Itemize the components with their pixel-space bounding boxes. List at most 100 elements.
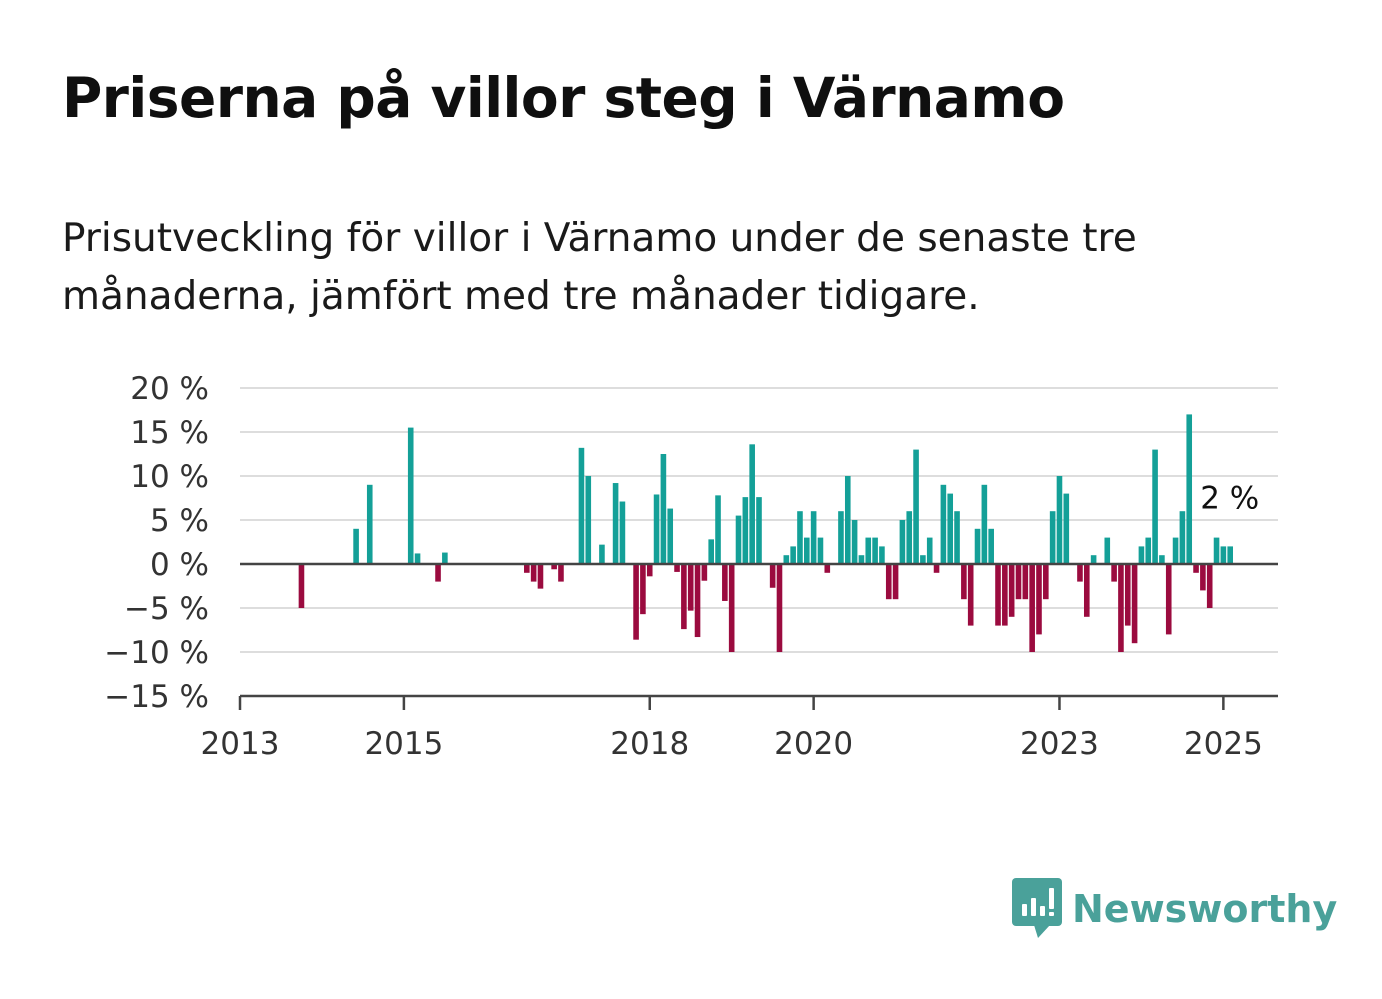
chart-title: Priserna på villor steg i Värnamo — [62, 66, 1065, 130]
bar — [708, 539, 714, 564]
bar — [578, 447, 585, 564]
bar — [1186, 414, 1193, 564]
bar — [1200, 564, 1206, 591]
bar — [844, 476, 851, 564]
bar — [1083, 564, 1090, 617]
bar — [1036, 564, 1042, 635]
bar — [1008, 564, 1015, 617]
bar — [619, 501, 626, 564]
y-tick-label: −10 % — [104, 635, 209, 671]
bar — [530, 564, 537, 582]
bar — [435, 564, 441, 582]
bar — [1193, 564, 1199, 573]
bar — [1165, 564, 1172, 635]
bar — [537, 564, 544, 589]
bar — [366, 484, 373, 564]
bar — [933, 564, 940, 573]
bar — [742, 497, 749, 564]
bar — [728, 564, 735, 652]
bar — [865, 537, 872, 564]
bar — [1029, 564, 1035, 652]
bar — [906, 511, 913, 564]
bar — [797, 511, 803, 564]
bar — [1124, 564, 1131, 626]
x-tick-label: 2015 — [364, 726, 443, 762]
bar — [667, 508, 674, 564]
bar — [974, 528, 981, 564]
bar — [640, 564, 646, 615]
bar — [524, 564, 530, 573]
bar — [701, 564, 708, 581]
bar — [961, 564, 967, 600]
y-tick-label: 20 % — [130, 371, 209, 407]
bar — [981, 484, 988, 564]
bar — [1145, 537, 1152, 564]
x-tick-label: 2013 — [201, 726, 280, 762]
brand-name: Newsworthy — [1072, 887, 1338, 931]
bar — [892, 564, 899, 600]
bar — [1043, 564, 1049, 600]
bar — [995, 564, 1001, 626]
newsworthy-logo: Newsworthy — [1012, 878, 1337, 940]
bar — [940, 484, 947, 564]
bar — [926, 537, 933, 564]
y-tick-label: 15 % — [130, 415, 209, 451]
bar — [558, 564, 564, 582]
bar — [1022, 564, 1029, 600]
bar — [687, 564, 694, 611]
bar — [1077, 564, 1083, 582]
bar — [612, 483, 619, 564]
bar — [633, 564, 639, 640]
x-tick-label: 2023 — [1020, 726, 1099, 762]
bar — [851, 520, 858, 564]
bar — [414, 553, 421, 564]
bar — [1063, 493, 1070, 564]
bar — [722, 564, 728, 601]
bar — [954, 511, 960, 564]
bar — [1172, 537, 1179, 564]
bar — [1179, 511, 1186, 564]
bar — [646, 564, 653, 577]
x-tick-label: 2018 — [610, 726, 689, 762]
last-value-annotation: 2 % — [1200, 480, 1259, 516]
bar — [749, 444, 755, 564]
y-tick-label: −15 % — [104, 679, 209, 715]
bar — [735, 515, 742, 564]
bar — [1111, 564, 1117, 582]
bar — [913, 449, 919, 564]
bar — [660, 454, 667, 564]
bar — [885, 564, 892, 600]
x-axis-ticks: 2013 2015 2018 2020 2023 2025 — [201, 696, 1263, 762]
bar — [817, 537, 824, 564]
bar — [1227, 546, 1233, 564]
bar — [1152, 449, 1158, 564]
bar — [442, 552, 448, 564]
bar — [967, 564, 974, 626]
bar-chart-speech-bubble-icon — [1012, 878, 1062, 938]
bar — [298, 564, 305, 608]
bar — [407, 427, 414, 564]
bar — [653, 494, 660, 564]
bar — [858, 555, 865, 564]
bar — [585, 476, 592, 564]
y-tick-label: 5 % — [150, 503, 209, 539]
y-tick-label: −5 % — [124, 591, 209, 627]
bar — [694, 564, 701, 638]
bar — [838, 511, 844, 564]
bar — [1159, 555, 1165, 564]
bar — [920, 555, 926, 564]
x-tick-label: 2025 — [1184, 726, 1263, 762]
bar — [1002, 564, 1008, 626]
bar — [353, 528, 359, 564]
bar — [824, 564, 831, 573]
bar — [715, 495, 721, 564]
bar — [599, 544, 605, 564]
bar — [1090, 555, 1097, 564]
bar — [551, 564, 557, 570]
bar — [872, 537, 878, 564]
y-tick-label: 10 % — [130, 459, 209, 495]
bar — [790, 546, 796, 564]
y-tick-label: 0 % — [150, 547, 209, 583]
bars — [298, 414, 1233, 652]
